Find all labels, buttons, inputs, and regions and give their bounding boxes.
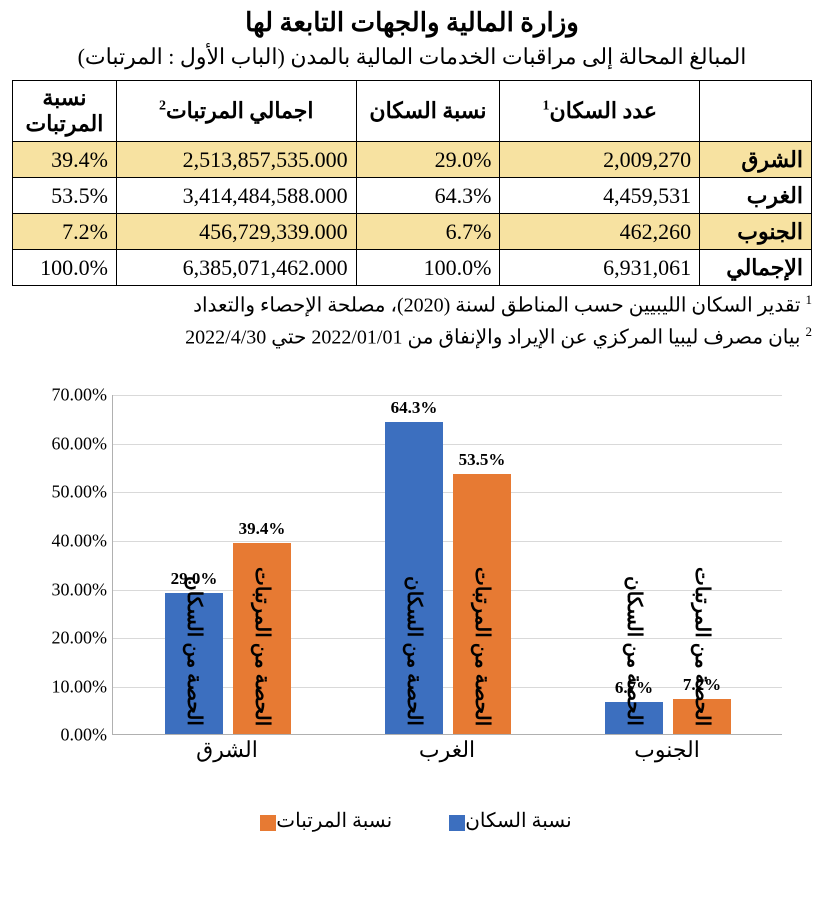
table-row: الشرق2,009,27029.0%2,513,857,535.00039.4… [13, 142, 812, 178]
cell-sal-pct: 7.2% [13, 214, 117, 250]
x-axis-label: الشرق [142, 737, 312, 763]
bar-chart: 29.0%الحصة من السكان39.4%الحصة من المرتب… [27, 385, 797, 815]
page-title: وزارة المالية والجهات التابعة لها [12, 8, 812, 38]
bar-caption: الحصة من المرتبات [250, 567, 274, 726]
bar-salaries: 39.4%الحصة من المرتبات [233, 543, 291, 734]
cell-pop-pct: 100.0% [356, 250, 500, 286]
y-axis-label: 30.00% [27, 579, 107, 600]
cell-population: 2,009,270 [500, 142, 700, 178]
cell-salaries: 2,513,857,535.000 [116, 142, 356, 178]
chart-legend: نسبة السكان نسبة المرتبات [27, 808, 797, 833]
bar-value-label: 39.4% [233, 519, 291, 539]
data-table: عدد السكان1 نسبة السكان اجمالي المرتبات2… [12, 80, 812, 286]
cell-sal-pct: 100.0% [13, 250, 117, 286]
page-subtitle: المبالغ المحالة إلى مراقبات الخدمات الما… [12, 44, 812, 70]
y-axis-label: 70.00% [27, 385, 107, 406]
y-axis-label: 60.00% [27, 433, 107, 454]
cell-sal-pct: 39.4% [13, 142, 117, 178]
bar-population: 6.7%الحصة من السكان [605, 702, 663, 735]
bar-caption: الحصة من المرتبات [690, 567, 714, 726]
col-sal-pct: نسبة المرتبات [13, 81, 117, 142]
col-population: عدد السكان1 [500, 81, 700, 142]
y-axis-label: 50.00% [27, 482, 107, 503]
table-row: الجنوب462,2606.7%456,729,339.0007.2% [13, 214, 812, 250]
bar-population: 29.0%الحصة من السكان [165, 593, 223, 734]
x-axis-label: الجنوب [582, 737, 752, 763]
col-pop-pct: نسبة السكان [356, 81, 500, 142]
bar-caption: الحصة من السكان [622, 576, 646, 726]
cell-salaries: 6,385,071,462.000 [116, 250, 356, 286]
bar-salaries: 7.2%الحصة من المرتبات [673, 699, 731, 734]
legend-item-sal: نسبة المرتبات [252, 808, 392, 833]
cell-pop-pct: 64.3% [356, 178, 500, 214]
footnote-2: 2 بيان مصرف ليبيا المركزي عن الإيراد وال… [12, 324, 812, 350]
cell-pop-pct: 6.7% [356, 214, 500, 250]
footnote-1: 1 تقدير السكان الليبيين حسب المناطق لسنة… [12, 292, 812, 318]
cell-region: الغرب [700, 178, 812, 214]
col-region [700, 81, 812, 142]
y-axis-label: 10.00% [27, 676, 107, 697]
cell-salaries: 456,729,339.000 [116, 214, 356, 250]
bar-salaries: 53.5%الحصة من المرتبات [453, 474, 511, 734]
cell-population: 462,260 [500, 214, 700, 250]
cell-population: 4,459,531 [500, 178, 700, 214]
swatch-blue [449, 815, 465, 831]
bar-caption: الحصة من السكان [182, 576, 206, 726]
cell-salaries: 3,414,484,588.000 [116, 178, 356, 214]
cell-population: 6,931,061 [500, 250, 700, 286]
cell-region: الجنوب [700, 214, 812, 250]
x-axis-label: الغرب [362, 737, 532, 763]
col-salaries: اجمالي المرتبات2 [116, 81, 356, 142]
y-axis-label: 20.00% [27, 628, 107, 649]
cell-sal-pct: 53.5% [13, 178, 117, 214]
swatch-orange [260, 815, 276, 831]
y-axis-label: 0.00% [27, 725, 107, 746]
table-row: الغرب4,459,53164.3%3,414,484,588.00053.5… [13, 178, 812, 214]
y-axis-label: 40.00% [27, 531, 107, 552]
bar-value-label: 53.5% [453, 450, 511, 470]
bar-value-label: 64.3% [385, 398, 443, 418]
legend-item-pop: نسبة السكان [441, 808, 571, 833]
bar-caption: الحصة من السكان [402, 576, 426, 726]
cell-pop-pct: 29.0% [356, 142, 500, 178]
bar-caption: الحصة من المرتبات [470, 567, 494, 726]
cell-region: الإجمالي [700, 250, 812, 286]
table-row: الإجمالي6,931,061100.0%6,385,071,462.000… [13, 250, 812, 286]
bar-population: 64.3%الحصة من السكان [385, 422, 443, 734]
cell-region: الشرق [700, 142, 812, 178]
